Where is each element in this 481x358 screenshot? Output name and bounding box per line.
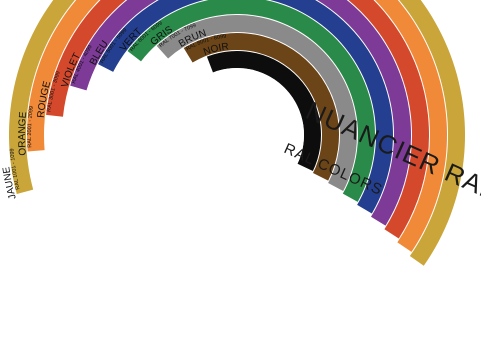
center-hub: [170, 68, 304, 202]
band-noir: [206, 51, 321, 172]
band-range-noir: RAL 9001 - 9099: [208, 51, 251, 62]
band-label-orange: ORANGE: [17, 111, 29, 156]
band-vert: [127, 0, 375, 202]
band-violet: [70, 0, 411, 226]
band-range-orange: RAL 2001 - 2099: [27, 106, 35, 148]
band-orange: [27, 0, 447, 252]
band-jaune: [9, 0, 465, 266]
band-gris: [156, 14, 358, 191]
band-brun: [183, 32, 339, 181]
band-rouge: [46, 0, 429, 239]
color-rings: [9, 0, 465, 266]
